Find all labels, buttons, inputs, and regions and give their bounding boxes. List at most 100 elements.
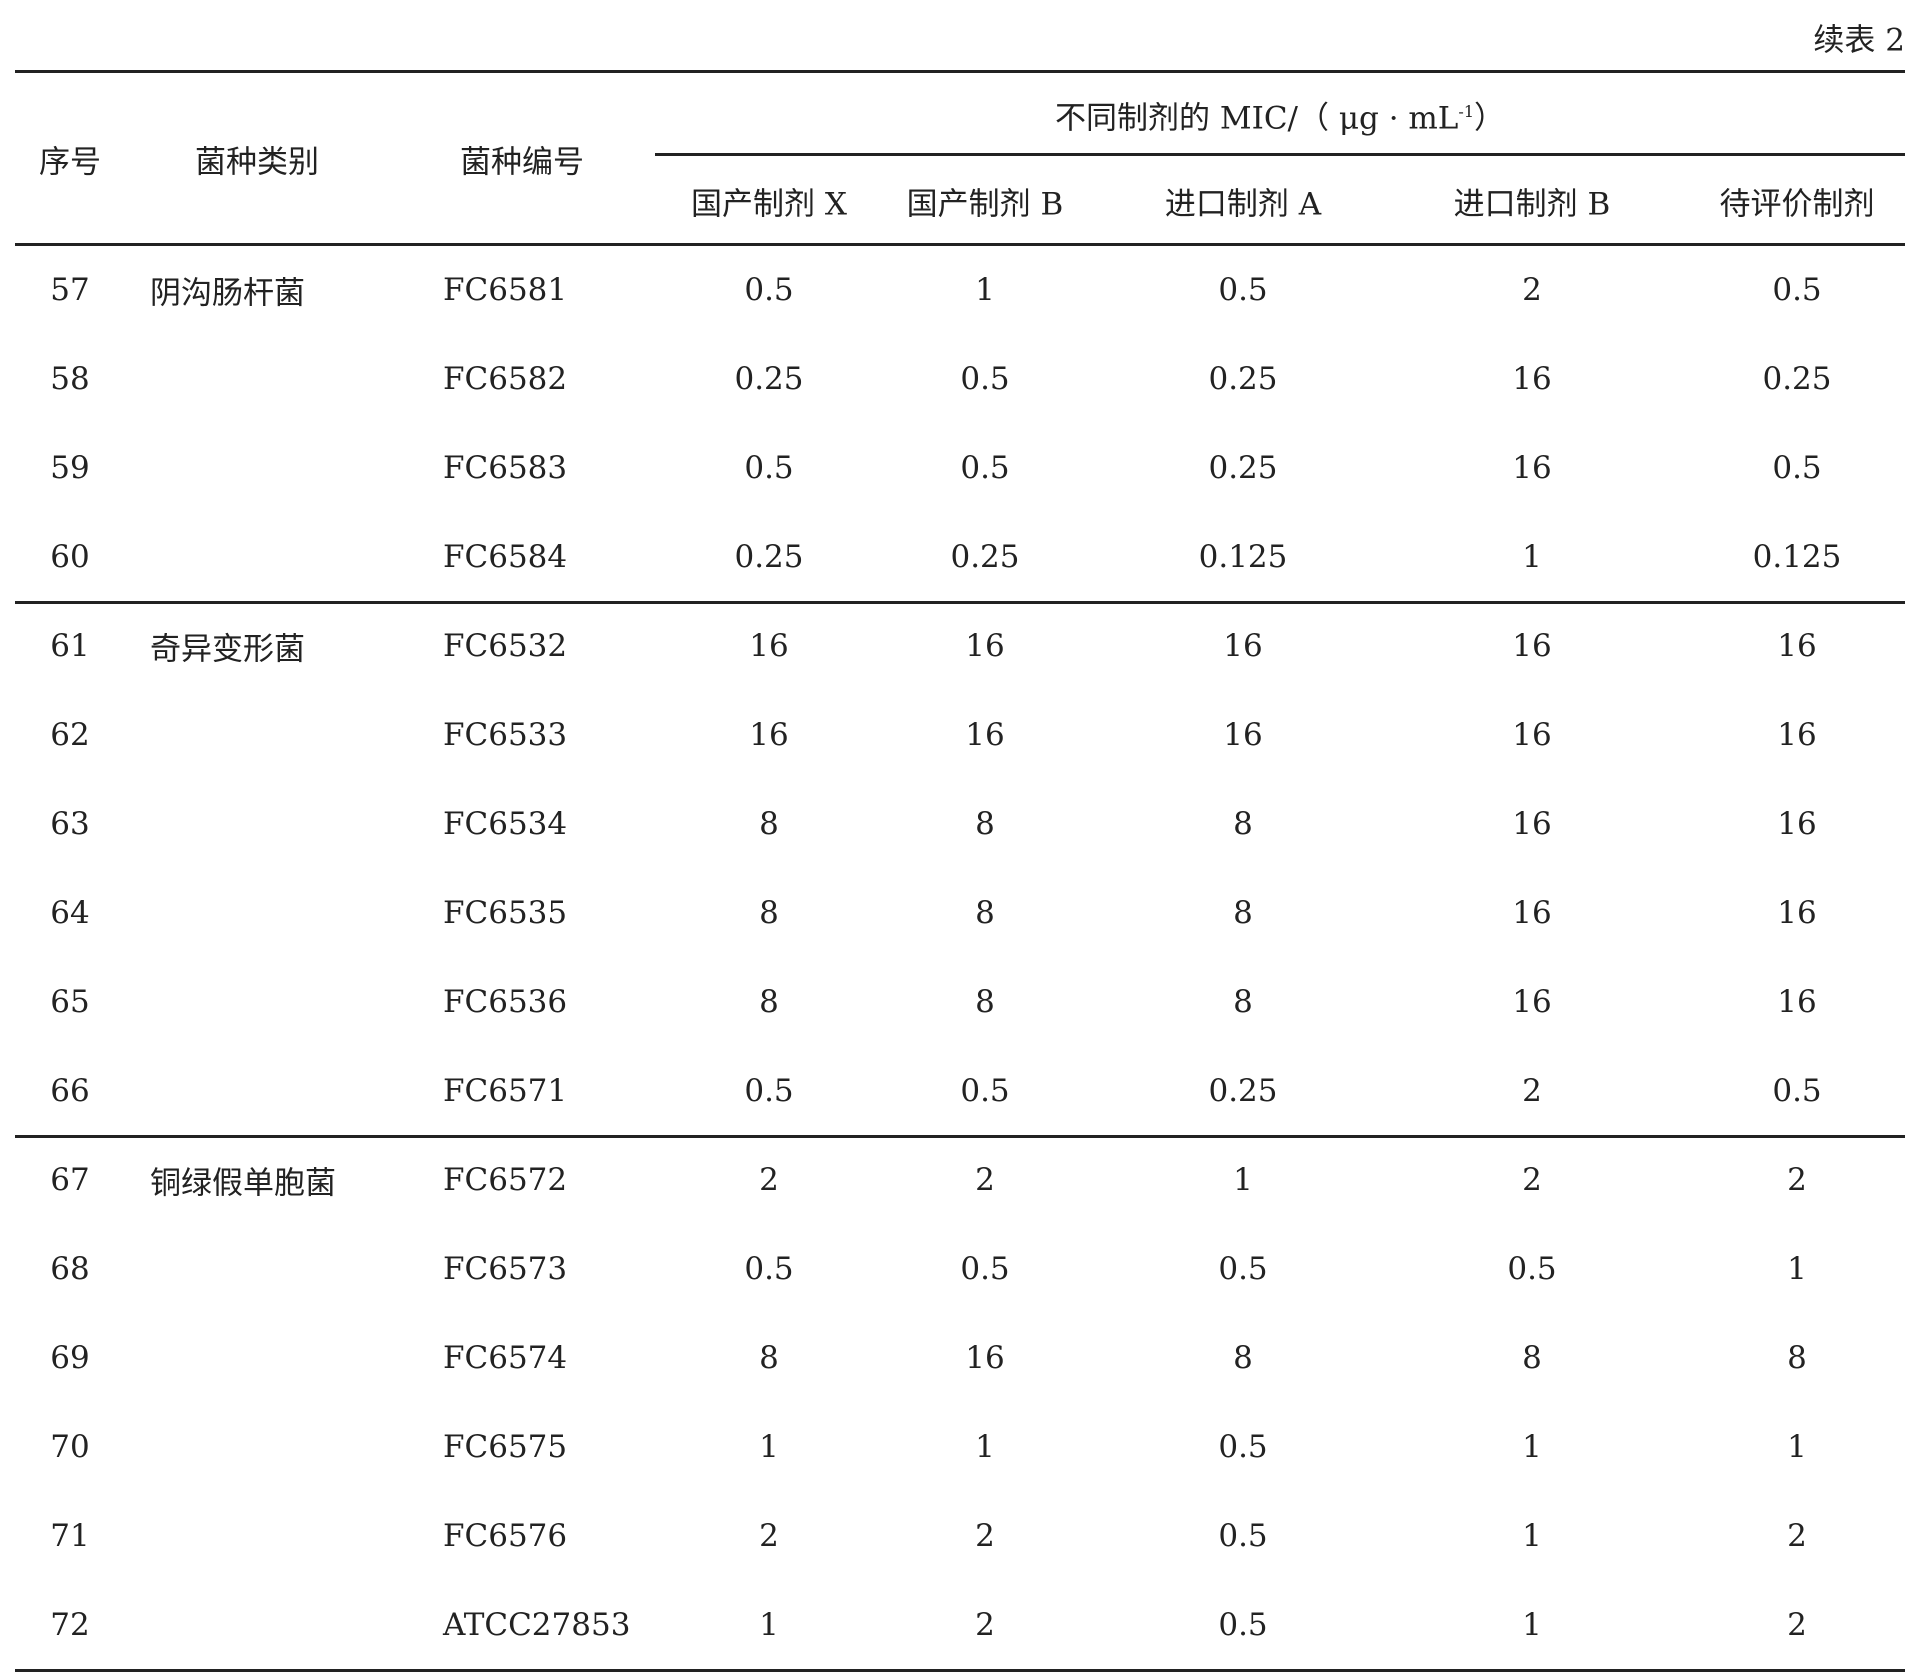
cell-mic: 8 [1233,895,1253,931]
cell-mic: 2 [1787,1607,1807,1643]
cell-mic: 8 [975,895,995,931]
cell-mic: 8 [759,984,779,1020]
cell-mic: 16 [1512,806,1552,842]
cell-mic: 8 [759,806,779,842]
cell-mic: 0.5 [744,450,794,486]
header-category: 菌种类别 [195,144,319,181]
cell-code: FC6582 [443,361,568,397]
cell-code: FC6581 [443,272,568,308]
cell-code: FC6533 [443,717,568,753]
cell-seq: 66 [50,1073,90,1109]
cell-code: FC6532 [443,628,568,664]
cell-mic: 1 [975,1429,995,1465]
cell-mic: 16 [1777,895,1817,931]
table-caption: 续表 2 [1813,22,1905,59]
cell-category: 奇异变形菌 [150,631,305,668]
cell-code: FC6573 [443,1251,568,1287]
cell-mic: 2 [975,1518,995,1554]
cell-mic: 0.5 [960,1251,1010,1287]
header-col-1: 国产制剂 B [906,186,1064,223]
cell-mic: 16 [1512,450,1552,486]
cell-code: FC6583 [443,450,568,486]
cell-mic: 16 [1512,984,1552,1020]
cell-mic: 0.5 [1218,1429,1268,1465]
cell-mic: 16 [1223,628,1263,664]
header-code: 菌种编号 [460,144,584,181]
cell-mic: 2 [1522,1073,1542,1109]
cell-mic: 16 [965,1340,1005,1376]
cell-mic: 8 [759,1340,779,1376]
cell-mic: 0.5 [744,1073,794,1109]
cell-mic: 2 [975,1607,995,1643]
cell-mic: 16 [1777,984,1817,1020]
header-col-3: 进口制剂 B [1453,186,1611,223]
cell-mic: 1 [1233,1162,1253,1198]
cell-mic: 16 [749,717,789,753]
cell-code: ATCC27853 [443,1607,631,1643]
cell-mic: 1 [1522,539,1542,575]
cell-mic: 0.125 [1752,539,1842,575]
header-col-2: 进口制剂 A [1164,186,1322,223]
cell-code: FC6584 [443,539,568,575]
top-rule [15,70,1905,73]
cell-mic: 0.5 [1772,1073,1822,1109]
cell-mic: 2 [1522,1162,1542,1198]
cell-seq: 61 [50,628,90,664]
cell-code: FC6536 [443,984,568,1020]
cell-mic: 0.5 [1218,1251,1268,1287]
cell-mic: 16 [965,717,1005,753]
cell-mic: 16 [1512,717,1552,753]
cell-mic: 2 [975,1162,995,1198]
cell-seq: 68 [50,1251,90,1287]
cell-category: 铜绿假单胞菌 [150,1165,336,1202]
cell-mic: 0.25 [1208,361,1278,397]
header-group-title: 不同制剂的 MIC/（ μg · mL-1） [1055,100,1505,137]
cell-mic: 0.5 [1507,1251,1557,1287]
cell-code: FC6576 [443,1518,568,1554]
cell-mic: 0.5 [960,361,1010,397]
cell-mic: 0.5 [1218,272,1268,308]
cell-mic: 8 [1233,984,1253,1020]
cell-mic: 0.5 [1218,1607,1268,1643]
cell-mic: 1 [1522,1607,1542,1643]
cell-mic: 2 [1787,1518,1807,1554]
header-rule [15,243,1905,246]
cell-mic: 0.25 [1208,1073,1278,1109]
cell-mic: 0.5 [1772,450,1822,486]
header-sub-rule [655,153,1905,156]
cell-seq: 62 [50,717,90,753]
cell-mic: 0.5 [960,1073,1010,1109]
cell-mic: 8 [975,806,995,842]
header-seq: 序号 [39,144,101,181]
cell-seq: 69 [50,1340,90,1376]
cell-mic: 2 [759,1162,779,1198]
cell-mic: 2 [1522,272,1542,308]
cell-code: FC6534 [443,806,568,842]
cell-mic: 0.25 [950,539,1020,575]
cell-mic: 0.5 [1218,1518,1268,1554]
cell-code: FC6535 [443,895,568,931]
cell-mic: 8 [759,895,779,931]
cell-seq: 59 [50,450,90,486]
cell-category: 阴沟肠杆菌 [150,275,305,312]
cell-mic: 0.5 [1772,272,1822,308]
cell-seq: 57 [50,272,90,308]
cell-mic: 16 [1777,717,1817,753]
cell-seq: 71 [50,1518,90,1554]
cell-seq: 72 [50,1607,90,1643]
cell-mic: 0.5 [744,1251,794,1287]
cell-mic: 0.25 [734,539,804,575]
cell-mic: 0.25 [734,361,804,397]
cell-seq: 67 [50,1162,90,1198]
cell-mic: 1 [759,1607,779,1643]
cell-mic: 16 [1223,717,1263,753]
cell-mic: 1 [1787,1429,1807,1465]
cell-code: FC6572 [443,1162,568,1198]
cell-mic: 16 [749,628,789,664]
cell-code: FC6571 [443,1073,568,1109]
cell-seq: 65 [50,984,90,1020]
cell-mic: 16 [965,628,1005,664]
cell-code: FC6575 [443,1429,568,1465]
header-col-0: 国产制剂 X [691,186,847,223]
